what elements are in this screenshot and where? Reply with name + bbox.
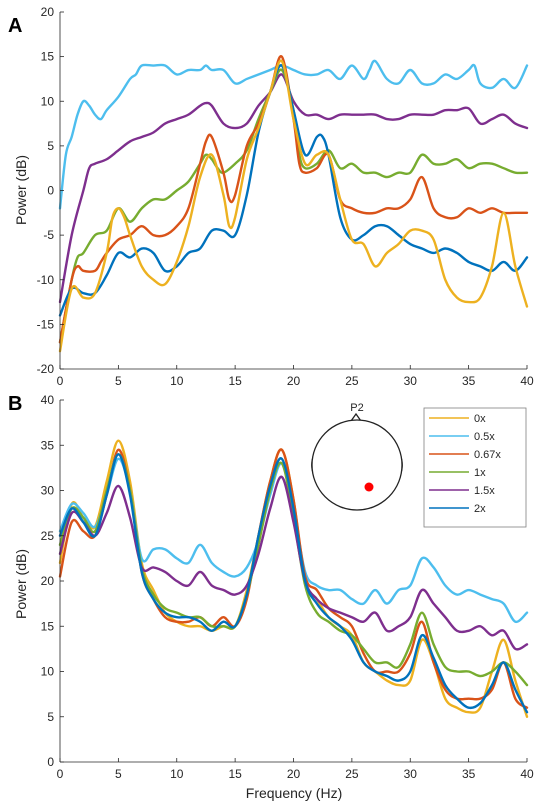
panel-b-y-axis-label: Power (dB) <box>13 549 29 619</box>
y-tick-label: -5 <box>43 228 54 242</box>
y-tick-label: 40 <box>41 393 55 407</box>
x-tick-label: 0 <box>57 767 64 781</box>
series-line-b-5 <box>58 453 529 714</box>
panel-b: 0 5 10 15 20 25 30 35 40 0 5 10 15 20 25 30 35 40 B Power… <box>8 393 534 801</box>
y-tick-label: 20 <box>41 574 55 588</box>
legend-box <box>423 407 527 528</box>
legend-label: 1.5x <box>474 485 495 497</box>
x-tick-label: 10 <box>170 767 184 781</box>
series-group-a <box>58 55 529 353</box>
y-tick-label: 0 <box>47 755 54 769</box>
y-tick-label: 25 <box>41 529 55 543</box>
plot-area-a: 0 5 10 15 20 25 30 35 40 -20 -15 -10 -5 0 5 10 15 20 <box>37 5 534 388</box>
y-tick-label: 10 <box>41 665 55 679</box>
panel-a: 0 5 10 15 20 25 30 35 40 -20 -15 -10 -5 0 5 10 15 20 A Po… <box>8 5 534 388</box>
x-tick-label: 30 <box>404 374 418 388</box>
series-line-a-4 <box>58 64 529 317</box>
x-tick-label: 30 <box>404 767 418 781</box>
panel-b-x-axis-label: Frequency (Hz) <box>246 785 342 801</box>
y-tick-label: 5 <box>47 139 54 153</box>
head-inset: P2 <box>311 402 403 511</box>
y-tick-label: -20 <box>37 362 55 376</box>
x-tick-label: 25 <box>345 767 359 781</box>
y-tick-label: -15 <box>37 317 55 331</box>
y-tick-label: -10 <box>37 273 55 287</box>
legend: 0x 0.5x 0.67x 1x 1.5x 2x <box>423 407 527 528</box>
x-tick-label: 40 <box>520 374 534 388</box>
legend-label: 1x <box>474 467 486 479</box>
legend-label: 2x <box>474 503 486 515</box>
y-tick-label: 15 <box>41 50 55 64</box>
x-tick-label: 35 <box>462 374 476 388</box>
plot-background-a <box>60 12 527 369</box>
x-tick-label: 5 <box>115 767 122 781</box>
series-line-a-1 <box>58 73 529 304</box>
x-tick-label: 20 <box>287 374 301 388</box>
electrode-marker <box>364 482 374 492</box>
x-tick-label: 20 <box>287 767 301 781</box>
y-tick-label: 0 <box>47 184 54 198</box>
panel-label-b: B <box>8 393 22 415</box>
x-tick-label: 0 <box>57 374 64 388</box>
x-tick-label: 25 <box>345 374 359 388</box>
y-tick-label: 35 <box>41 438 55 452</box>
series-line-a-2 <box>58 68 529 344</box>
nose-icon <box>350 412 362 422</box>
x-tick-label: 5 <box>115 374 122 388</box>
legend-label: 0.67x <box>474 449 501 461</box>
y-tick-label: 30 <box>41 484 55 498</box>
legend-label: 0.5x <box>474 431 495 443</box>
x-tick-label: 15 <box>228 374 242 388</box>
legend-label: 0x <box>474 413 486 425</box>
y-tick-label: 10 <box>41 94 55 108</box>
y-tick-label: 20 <box>41 5 55 19</box>
y-tick-label: 15 <box>41 619 55 633</box>
series-line-a-0 <box>58 59 529 210</box>
series-group-b <box>58 439 529 718</box>
panel-a-y-axis-label: Power (dB) <box>13 155 29 225</box>
x-tick-label: 10 <box>170 374 184 388</box>
x-tick-label: 40 <box>520 767 534 781</box>
head-outline <box>311 419 403 511</box>
electrode-label: P2 <box>350 402 363 414</box>
x-tick-label: 15 <box>228 767 242 781</box>
panel-label-a: A <box>8 15 22 37</box>
y-tick-label: 5 <box>47 710 54 724</box>
x-tick-label: 35 <box>462 767 476 781</box>
series-line-a-5 <box>58 59 529 353</box>
